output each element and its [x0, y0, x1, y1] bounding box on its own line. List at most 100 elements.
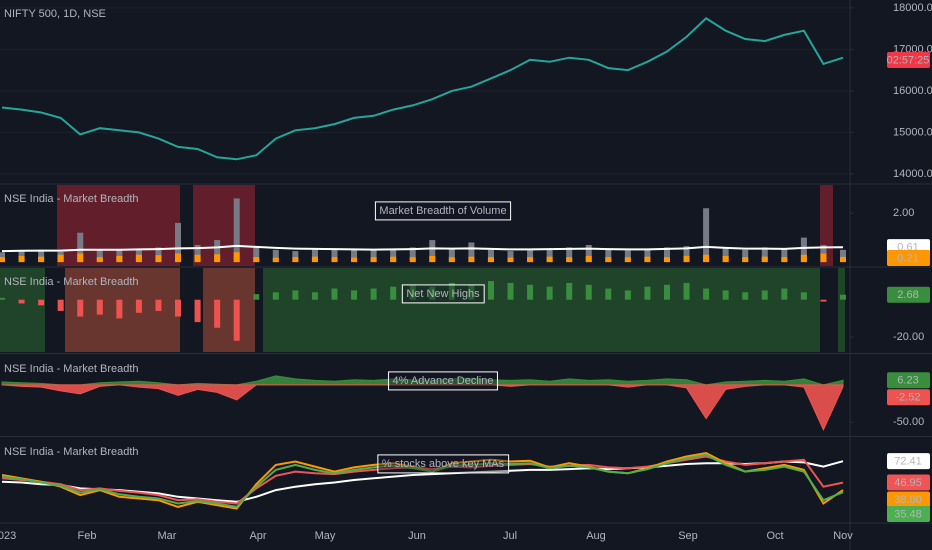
bar: [135, 299, 142, 313]
countdown-box: [887, 52, 930, 68]
bar: [77, 253, 84, 263]
area: [1, 375, 844, 386]
bar: [96, 299, 103, 315]
last-value-box: [887, 491, 930, 508]
pane: -50.00 6.23 -2.52 NSE India - Market Breadt…: [1, 363, 930, 432]
bar: [311, 249, 318, 263]
bar: [663, 247, 670, 263]
bar: [116, 255, 123, 263]
neutral-zone: [820, 268, 838, 352]
x-tick-label: May: [315, 530, 336, 542]
pane-title: NIFTY 500, 1D, NSE: [4, 8, 106, 20]
y-tick-label: 15000.00: [893, 126, 932, 138]
countdown: 02:57:25: [887, 54, 930, 66]
annotation-box: [388, 371, 498, 391]
bar: [605, 249, 612, 263]
bar: [840, 256, 846, 263]
bar: [77, 232, 84, 263]
x-tick-label: 2023: [0, 530, 16, 542]
bar: [781, 248, 788, 263]
bar: [527, 257, 534, 263]
bar: [253, 294, 260, 300]
bar: [507, 251, 514, 263]
bar: [96, 249, 103, 263]
bar: [761, 290, 768, 300]
bar: [468, 256, 475, 263]
bar: [527, 249, 534, 263]
bar: [761, 256, 768, 263]
last-value-box: [887, 372, 930, 389]
bar: [742, 257, 749, 263]
last-value-label: 46.95: [894, 477, 922, 489]
annotation-box: [401, 284, 485, 304]
y-tick-label: 14000.00: [893, 168, 932, 180]
bar: [175, 222, 182, 263]
pane-title: NSE India - Market Breadth: [4, 276, 139, 288]
bar: [840, 294, 846, 300]
bar: [96, 257, 103, 263]
bar: [448, 248, 455, 263]
bar: [683, 255, 690, 263]
bar: [0, 257, 5, 263]
x-tick-label: Mar: [158, 530, 177, 542]
bar: [351, 290, 358, 300]
last-value-label: 6.23: [897, 375, 918, 387]
bar: [272, 257, 279, 263]
bar: [663, 257, 670, 263]
bar: [800, 237, 807, 263]
bar: [370, 288, 377, 300]
bar: [683, 282, 690, 300]
x-tick-label: Jun: [408, 530, 426, 542]
bar: [175, 299, 182, 317]
pane-title: NSE India - Market Breadth: [4, 363, 139, 375]
bar: [390, 249, 397, 263]
bar: [409, 247, 416, 263]
pane: 14000.0015000.0016000.0017000.0018000.00…: [0, 2, 932, 180]
bar: [663, 284, 670, 300]
bar: [781, 288, 788, 300]
bar: [448, 257, 455, 263]
bar: [820, 253, 827, 263]
bar: [175, 253, 182, 263]
annotation: % stocks above key MAs: [382, 458, 505, 470]
bar: [253, 247, 260, 263]
bar: [331, 288, 338, 300]
bar: [585, 284, 592, 300]
bar: [468, 284, 475, 300]
neutral-zone: [45, 268, 65, 352]
y-tick-label: 16000.00: [893, 85, 932, 97]
bar: [624, 250, 631, 263]
bar: [253, 257, 260, 263]
last-value-label: -2.52: [895, 392, 920, 404]
bar: [546, 248, 553, 263]
x-tick-label: Jul: [503, 530, 517, 542]
bar: [703, 208, 710, 263]
bar: [644, 286, 651, 300]
bar: [800, 292, 807, 300]
bar: [370, 257, 377, 263]
last-value-label: 2.68: [897, 289, 918, 301]
bar: [546, 256, 553, 263]
bar: [487, 257, 494, 263]
bar: [683, 246, 690, 263]
last-value-label: 72.41: [894, 456, 922, 468]
bar: [566, 282, 573, 300]
bar: [155, 247, 162, 263]
bar: [742, 249, 749, 263]
bar: [605, 257, 612, 263]
bar: [546, 286, 553, 300]
bar: [624, 257, 631, 263]
bar: [742, 292, 749, 300]
bar: [155, 299, 162, 311]
bar: [194, 244, 201, 263]
last-value-box: [887, 474, 930, 491]
last-value-box: [887, 506, 930, 522]
bar: [272, 292, 279, 300]
bar: [800, 254, 807, 263]
bar: [38, 249, 45, 263]
last-value-box: [887, 250, 930, 266]
bar: [57, 254, 64, 263]
